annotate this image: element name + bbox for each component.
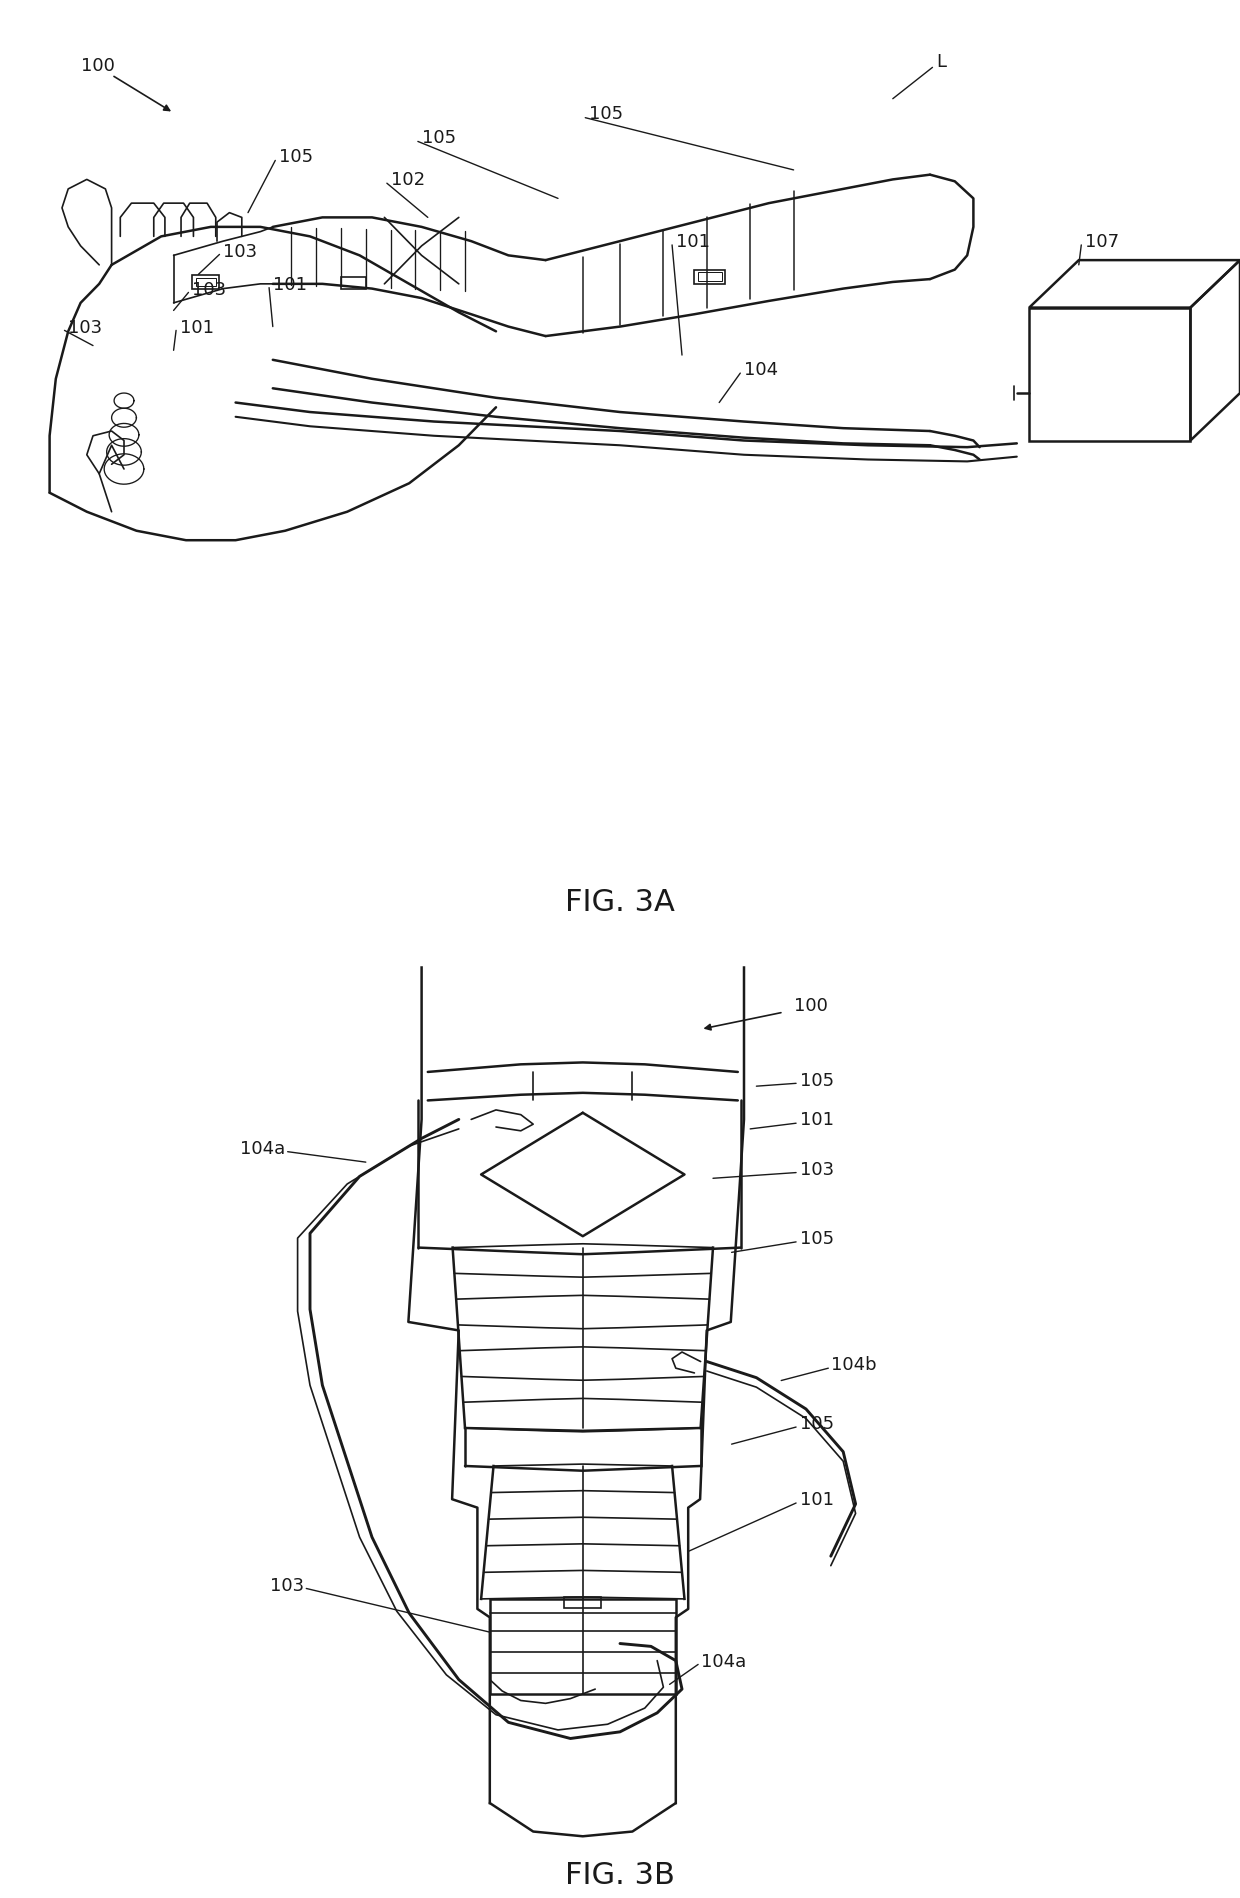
- Text: 103: 103: [800, 1160, 835, 1179]
- Bar: [192, 275, 219, 290]
- Text: FIG. 3A: FIG. 3A: [565, 886, 675, 917]
- Text: 101: 101: [800, 1490, 833, 1509]
- Text: 100: 100: [794, 996, 827, 1015]
- Text: 101: 101: [273, 275, 306, 294]
- Text: 101: 101: [676, 233, 709, 251]
- Text: 107: 107: [1085, 233, 1120, 251]
- Text: L: L: [936, 53, 946, 70]
- Text: 103: 103: [223, 243, 258, 260]
- Text: 105: 105: [800, 1414, 835, 1433]
- Bar: [196, 279, 216, 287]
- Text: 101: 101: [800, 1110, 833, 1129]
- Bar: [694, 271, 725, 285]
- Text: 104a: 104a: [701, 1651, 745, 1670]
- Text: 105: 105: [279, 148, 314, 165]
- Bar: [564, 1598, 601, 1610]
- Text: 103: 103: [269, 1575, 304, 1594]
- Bar: [698, 273, 722, 283]
- Text: 100: 100: [81, 57, 114, 76]
- Text: 105: 105: [589, 104, 624, 123]
- Text: 104b: 104b: [831, 1355, 877, 1374]
- Text: 105: 105: [800, 1070, 835, 1089]
- Text: 104: 104: [744, 361, 779, 380]
- Text: 105: 105: [422, 129, 456, 146]
- Text: 104a: 104a: [241, 1139, 285, 1158]
- Text: 101: 101: [180, 319, 213, 336]
- Text: 103: 103: [192, 281, 227, 298]
- Bar: [341, 279, 366, 290]
- Text: 105: 105: [800, 1230, 835, 1247]
- Text: 102: 102: [391, 171, 425, 190]
- Text: 103: 103: [68, 319, 103, 336]
- Text: FIG. 3B: FIG. 3B: [565, 1860, 675, 1889]
